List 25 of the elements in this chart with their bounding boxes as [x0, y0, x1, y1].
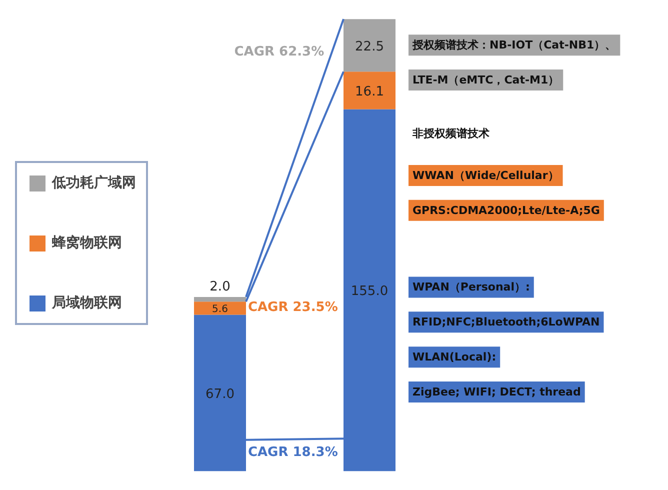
bar — [194, 296, 246, 302]
data-label: 67.0 — [206, 386, 234, 402]
annotation: RFID;NFC;Bluetooth;6LoWPAN — [412, 316, 600, 329]
bar — [194, 302, 246, 315]
annotation: CAGR 62.3% — [234, 44, 324, 60]
annotation: CAGR 18.3% — [248, 445, 338, 460]
data-label: 2.0 — [210, 279, 230, 294]
bar — [344, 72, 396, 110]
bar — [344, 19, 396, 72]
annotation: 授权频谱技术：NB-IOT（Cat-NB1）、 — [412, 38, 616, 52]
annotation: LTE-M（eMTC，Cat-M1） — [412, 74, 560, 87]
annotation: ZigBee; WIFI; DECT; thread — [412, 386, 581, 399]
annotation: WPAN（Personal）: — [412, 280, 530, 294]
data-label: 22.5 — [355, 39, 384, 54]
annotation: GPRS:CDMA2000;Lte/Lte-A;5G — [412, 204, 600, 217]
annotation: CAGR 23.5% — [248, 300, 338, 316]
data-label: 155.0 — [350, 284, 388, 300]
legend-label: 蜂窝物联网 — [52, 234, 122, 252]
annotation: 非授权频谱技术 — [412, 127, 490, 140]
data-label: 16.1 — [355, 84, 384, 100]
annotation: WWAN（Wide/Cellular） — [412, 168, 559, 182]
legend-label: 局域物联网 — [52, 294, 122, 312]
legend-label: 低功耗广域网 — [52, 174, 136, 192]
data-label: 5.6 — [212, 304, 228, 316]
annotation: WLAN(Local): — [412, 350, 496, 364]
